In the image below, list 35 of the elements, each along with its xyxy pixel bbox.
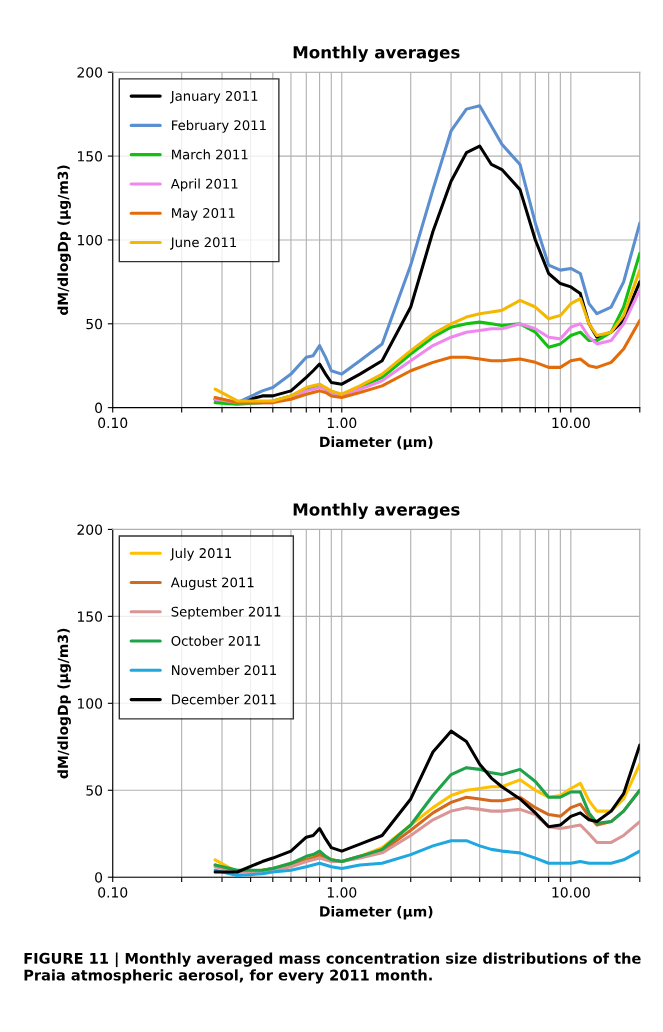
legend-label: August 2011	[170, 577, 254, 590]
legend-label: February 2011	[172, 119, 266, 133]
legend-label: July 2011	[170, 547, 232, 561]
x-tick-label: 10.00	[552, 417, 590, 429]
y-axis-title: dM/dlogDp (µg/m3)	[57, 628, 71, 779]
legend-label: April 2011	[170, 178, 238, 192]
legend-label: March 2011	[172, 149, 248, 160]
x-tick-label: 1.00	[327, 417, 357, 429]
x-tick-label: 10.00	[552, 887, 590, 898]
legend-label: October 2011	[171, 635, 261, 646]
legend-label: January 2011	[170, 90, 258, 104]
y-tick-label: 200	[77, 67, 103, 78]
x-axis-title: Diameter (µm)	[320, 905, 433, 920]
x-axis-title: Diameter (µm)	[320, 436, 433, 450]
y-tick-label: 200	[77, 524, 103, 535]
caption: FIGURE 11 | Monthly averaged mass concentration size distributions of the Praia atmospheric aerosol, for every 2011 month.	[24, 952, 641, 984]
y-axis-title: dM/dlogDp (µg/m3)	[57, 165, 71, 316]
y-tick-label: 150	[78, 151, 103, 162]
x-tick-label: 0.10	[98, 887, 128, 898]
legend-label: May 2011	[172, 208, 235, 221]
x-tick-label: 0.10	[98, 417, 128, 429]
y-tick-label: 100	[78, 698, 103, 709]
y-tick-label: 100	[78, 234, 103, 246]
y-tick-label: 150	[78, 611, 103, 622]
chart-title: Monthly averages	[293, 502, 460, 520]
y-tick-label: 0	[95, 402, 103, 414]
y-tick-label: 50	[86, 785, 103, 796]
legend-label: June 2011	[170, 237, 237, 250]
x-tick-label: 1.00	[327, 887, 357, 898]
legend-label: December 2011	[172, 694, 276, 705]
chart-title: Monthly averages	[293, 45, 460, 62]
legend-label: November 2011	[172, 664, 276, 676]
y-tick-label: 0	[95, 872, 103, 883]
legend-label: September 2011	[171, 606, 281, 620]
y-tick-label: 50	[86, 318, 103, 330]
